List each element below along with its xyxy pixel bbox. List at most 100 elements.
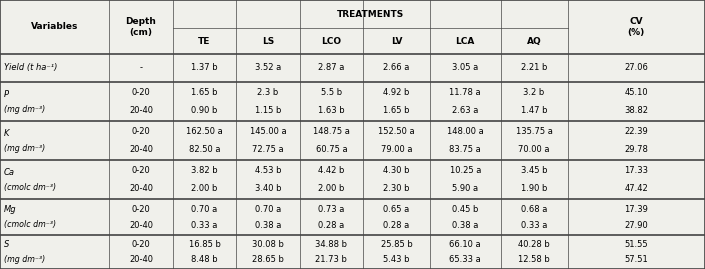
Text: 70.00 a: 70.00 a xyxy=(518,145,550,154)
Text: 2.00 b: 2.00 b xyxy=(191,184,218,193)
Text: 21.73 b: 21.73 b xyxy=(315,255,348,264)
Text: 0-20: 0-20 xyxy=(132,128,150,136)
Text: 51.55: 51.55 xyxy=(625,240,648,249)
Text: 79.00 a: 79.00 a xyxy=(381,145,412,154)
Text: 0.45 b: 0.45 b xyxy=(452,205,479,214)
Text: 28.65 b: 28.65 b xyxy=(252,255,284,264)
Text: 0-20: 0-20 xyxy=(132,89,150,97)
Text: 25.85 b: 25.85 b xyxy=(381,240,412,249)
Text: 83.75 a: 83.75 a xyxy=(449,145,482,154)
Text: Depth
(cm): Depth (cm) xyxy=(125,17,157,37)
Text: 45.10: 45.10 xyxy=(625,89,648,97)
Text: 5.90 a: 5.90 a xyxy=(452,184,479,193)
Text: 2.87 a: 2.87 a xyxy=(318,63,345,72)
Text: 0.70 a: 0.70 a xyxy=(255,205,281,214)
Text: AQ: AQ xyxy=(527,37,541,45)
Text: 0-20: 0-20 xyxy=(132,167,150,175)
Text: 0.33 a: 0.33 a xyxy=(191,221,218,230)
Text: Yield (t ha⁻¹): Yield (t ha⁻¹) xyxy=(4,63,57,72)
Text: (mg dm⁻³): (mg dm⁻³) xyxy=(4,144,45,153)
Text: 27.06: 27.06 xyxy=(625,63,648,72)
Text: 20-40: 20-40 xyxy=(129,184,153,193)
Text: 0.65 a: 0.65 a xyxy=(384,205,410,214)
Text: 1.37 b: 1.37 b xyxy=(191,63,218,72)
Text: Ca: Ca xyxy=(4,168,15,176)
Text: 0.70 a: 0.70 a xyxy=(191,205,218,214)
Text: 4.92 b: 4.92 b xyxy=(384,89,410,97)
Text: 65.33 a: 65.33 a xyxy=(449,255,482,264)
Text: 0.38 a: 0.38 a xyxy=(452,221,479,230)
Text: (mg dm⁻³): (mg dm⁻³) xyxy=(4,255,45,264)
Text: 2.63 a: 2.63 a xyxy=(452,106,479,115)
Text: 0.33 a: 0.33 a xyxy=(521,221,547,230)
Text: 0-20: 0-20 xyxy=(132,240,150,249)
Text: 135.75 a: 135.75 a xyxy=(515,128,553,136)
Text: 17.39: 17.39 xyxy=(625,205,648,214)
Text: Mg: Mg xyxy=(4,205,16,214)
Text: 66.10 a: 66.10 a xyxy=(450,240,481,249)
Text: 20-40: 20-40 xyxy=(129,221,153,230)
Text: 0.73 a: 0.73 a xyxy=(318,205,345,214)
Text: 8.48 b: 8.48 b xyxy=(191,255,218,264)
Text: 11.78 a: 11.78 a xyxy=(450,89,481,97)
Text: 1.65 b: 1.65 b xyxy=(191,89,218,97)
Text: 162.50 a: 162.50 a xyxy=(186,128,223,136)
Text: 2.66 a: 2.66 a xyxy=(384,63,410,72)
Text: 3.52 a: 3.52 a xyxy=(255,63,281,72)
Text: 0.28 a: 0.28 a xyxy=(318,221,345,230)
Text: 60.75 a: 60.75 a xyxy=(316,145,347,154)
Text: TREATMENTS: TREATMENTS xyxy=(336,10,404,19)
Text: 145.00 a: 145.00 a xyxy=(250,128,286,136)
Text: 38.82: 38.82 xyxy=(624,106,649,115)
Text: Variables: Variables xyxy=(31,22,78,31)
Text: 40.28 b: 40.28 b xyxy=(518,240,550,249)
Text: 1.90 b: 1.90 b xyxy=(521,184,547,193)
Text: 2.00 b: 2.00 b xyxy=(318,184,345,193)
Text: 152.50 a: 152.50 a xyxy=(379,128,415,136)
Text: 0.28 a: 0.28 a xyxy=(384,221,410,230)
Text: 2.21 b: 2.21 b xyxy=(521,63,547,72)
Text: 22.39: 22.39 xyxy=(625,128,648,136)
Text: 47.42: 47.42 xyxy=(625,184,648,193)
Text: CV
(%): CV (%) xyxy=(627,17,645,37)
Text: LV: LV xyxy=(391,37,403,45)
Text: 29.78: 29.78 xyxy=(625,145,648,154)
Text: 5.5 b: 5.5 b xyxy=(321,89,342,97)
Text: 3.45 b: 3.45 b xyxy=(521,167,547,175)
Text: 5.43 b: 5.43 b xyxy=(384,255,410,264)
Text: LCA: LCA xyxy=(455,37,475,45)
Text: (mg dm⁻³): (mg dm⁻³) xyxy=(4,105,45,114)
Text: 57.51: 57.51 xyxy=(625,255,648,264)
Text: 0.68 a: 0.68 a xyxy=(521,205,547,214)
Text: 0.90 b: 0.90 b xyxy=(191,106,218,115)
Text: 20-40: 20-40 xyxy=(129,255,153,264)
Text: 148.75 a: 148.75 a xyxy=(313,128,350,136)
Text: 1.65 b: 1.65 b xyxy=(384,106,410,115)
Text: 82.50 a: 82.50 a xyxy=(189,145,220,154)
Text: 12.58 b: 12.58 b xyxy=(518,255,550,264)
Text: 10.25 a: 10.25 a xyxy=(450,167,481,175)
Text: 0-20: 0-20 xyxy=(132,205,150,214)
Text: (cmolᴄ dm⁻³): (cmolᴄ dm⁻³) xyxy=(4,220,56,229)
Text: 1.15 b: 1.15 b xyxy=(255,106,281,115)
Text: (cmolᴄ dm⁻³): (cmolᴄ dm⁻³) xyxy=(4,183,56,192)
Text: -: - xyxy=(140,63,142,72)
Text: LCO: LCO xyxy=(321,37,341,45)
Text: 2.3 b: 2.3 b xyxy=(257,89,278,97)
Text: S: S xyxy=(4,240,9,249)
Text: LS: LS xyxy=(262,37,274,45)
Text: 1.63 b: 1.63 b xyxy=(318,106,345,115)
Text: 20-40: 20-40 xyxy=(129,145,153,154)
Text: 20-40: 20-40 xyxy=(129,106,153,115)
Text: 2.30 b: 2.30 b xyxy=(384,184,410,193)
Text: 72.75 a: 72.75 a xyxy=(252,145,283,154)
Text: 0.38 a: 0.38 a xyxy=(255,221,281,230)
Text: K: K xyxy=(4,129,9,137)
Text: 3.40 b: 3.40 b xyxy=(255,184,281,193)
Text: 17.33: 17.33 xyxy=(624,167,649,175)
Text: 34.88 b: 34.88 b xyxy=(315,240,348,249)
Text: 3.05 a: 3.05 a xyxy=(452,63,479,72)
Text: 1.47 b: 1.47 b xyxy=(521,106,547,115)
Text: 4.30 b: 4.30 b xyxy=(384,167,410,175)
Text: 3.82 b: 3.82 b xyxy=(191,167,218,175)
